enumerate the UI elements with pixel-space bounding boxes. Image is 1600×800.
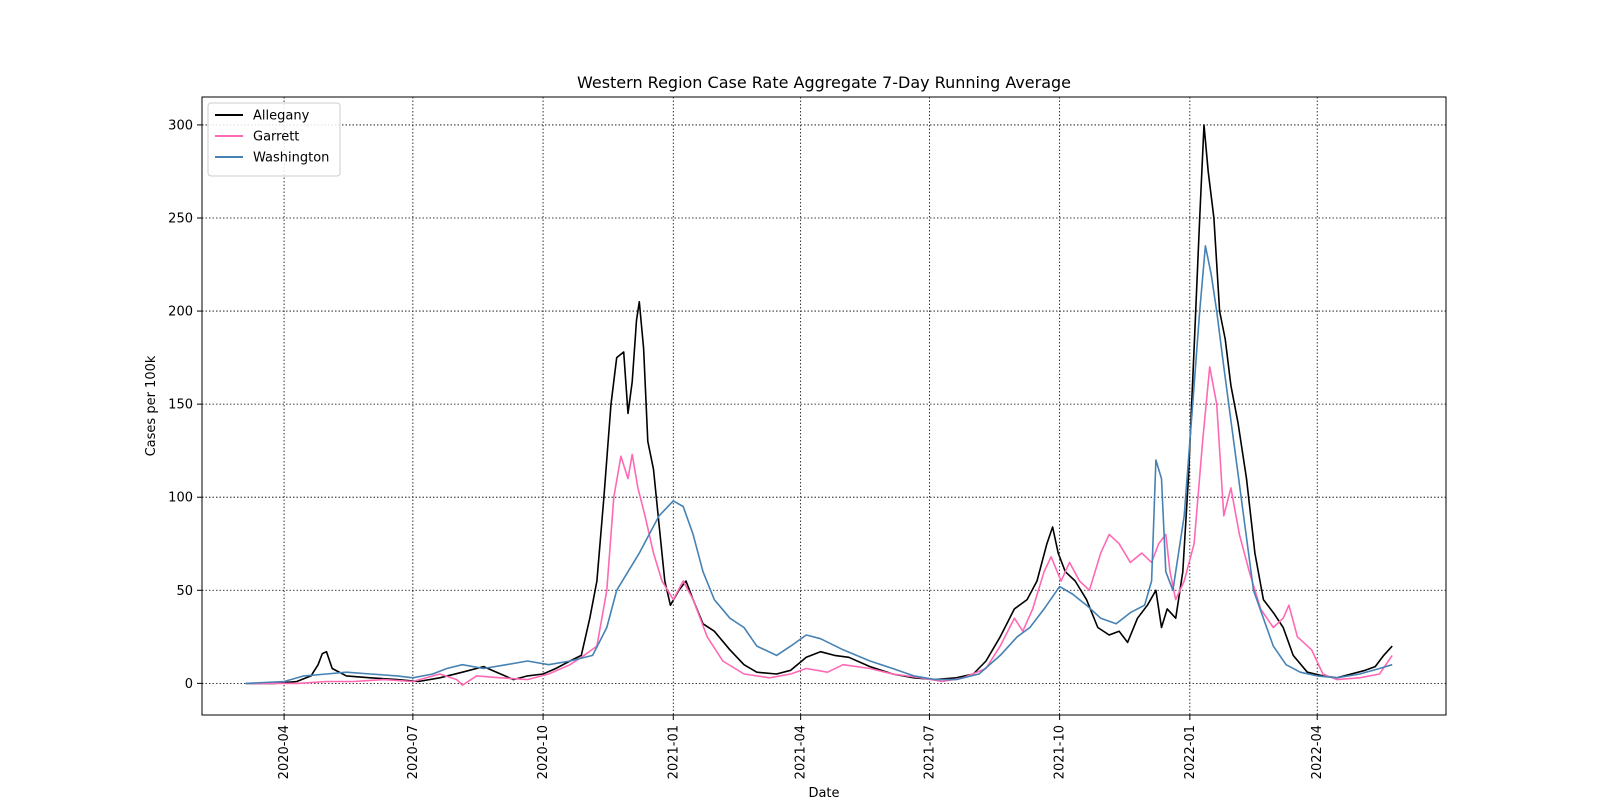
y-tick-label: 50 xyxy=(176,584,193,599)
plot-frame xyxy=(201,96,1447,716)
y-axis-ticks: 0 50 100 150 200 250 300 xyxy=(168,118,202,692)
y-axis-title: Cases per 100k xyxy=(144,355,159,456)
x-axis-ticks: 2020-04 2020-07 2020-10 2021-01 2021-04 2021-… xyxy=(277,715,1325,779)
x-tick-label: 2020-04 xyxy=(277,725,292,779)
x-tick-label: 2021-07 xyxy=(922,725,937,779)
series-line-allegany xyxy=(245,124,1393,685)
x-tick-label: 2022-01 xyxy=(1183,725,1198,779)
y-tick-label: 300 xyxy=(168,118,193,133)
x-tick-label: 2020-10 xyxy=(536,725,551,779)
y-tick-label: 250 xyxy=(168,211,193,226)
series-line-garrett xyxy=(245,366,1393,686)
x-tick-label: 2021-04 xyxy=(794,725,809,779)
series-line-washington xyxy=(245,245,1393,685)
y-tick-label: 150 xyxy=(168,398,193,413)
x-tick-label: 2020-07 xyxy=(406,725,421,779)
x-tick-label: 2021-10 xyxy=(1053,725,1068,779)
x-tick-label: 2021-01 xyxy=(666,725,681,779)
x-tick-label: 2022-04 xyxy=(1310,725,1325,779)
chart-title: Western Region Case Rate Aggregate 7-Day… xyxy=(577,73,1071,92)
y-tick-label: 0 xyxy=(185,677,193,692)
grid-lines xyxy=(202,97,1446,715)
legend: Allegany Garrett Washington xyxy=(207,102,341,177)
series-lines xyxy=(245,124,1393,686)
x-axis-title: Date xyxy=(808,786,839,800)
legend-label-garrett: Garrett xyxy=(253,130,299,145)
y-tick-label: 100 xyxy=(168,491,193,506)
legend-label-washington: Washington xyxy=(253,151,329,166)
legend-label-allegany: Allegany xyxy=(253,109,310,124)
y-tick-label: 200 xyxy=(168,305,193,320)
